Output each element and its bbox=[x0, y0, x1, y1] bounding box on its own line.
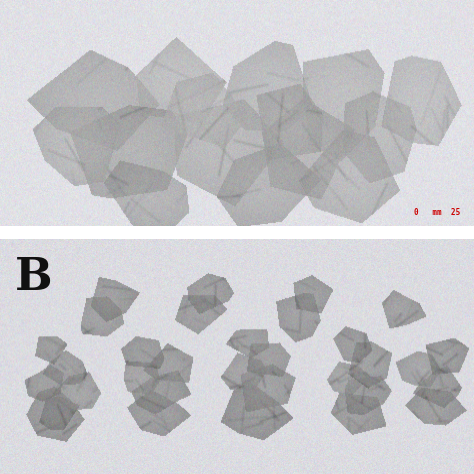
Text: 0   mm  25: 0 mm 25 bbox=[414, 209, 460, 218]
Text: B: B bbox=[15, 256, 53, 299]
